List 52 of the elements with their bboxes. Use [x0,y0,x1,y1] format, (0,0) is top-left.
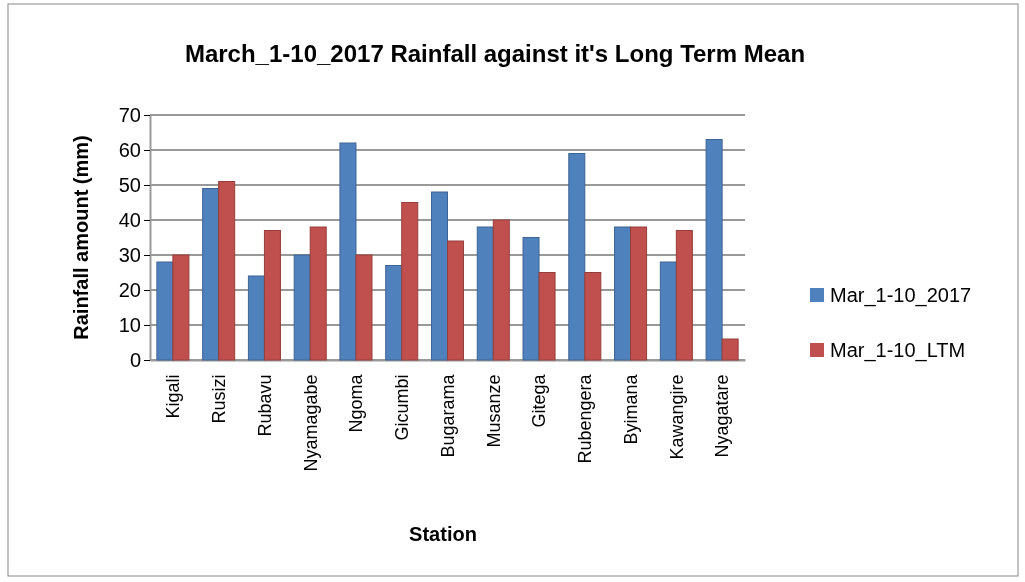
bar [247,275,265,361]
y-tick-label: 0 [129,348,141,371]
bar [202,188,220,361]
bar [721,338,739,361]
bar [172,254,190,361]
x-axis-title: Station [409,523,477,545]
y-tick-label: 40 [118,208,141,231]
bar [309,226,327,361]
bar [339,142,357,361]
bar [492,219,510,361]
x-tick-label: Rusizi [208,374,229,424]
bar [355,254,373,361]
bar [584,272,602,361]
bar [156,261,174,361]
legend-label: Mar_1-10_LTM [830,339,966,362]
bar [659,261,677,361]
x-tick-label: Nyamagabe [300,374,321,472]
bar [447,240,465,361]
bar [401,202,419,361]
chart-title: March_1-10_2017 Rainfall against it's Long Term Mean [184,40,806,67]
y-tick-label: 60 [118,138,141,161]
y-tick-label: 10 [118,313,141,336]
y-tick-label: 70 [118,103,141,126]
bar [568,153,586,361]
y-axis-title: Rainfall amount (mm) [70,135,92,340]
bar [476,226,494,361]
y-tick-label: 20 [118,278,141,301]
bar [614,226,632,361]
x-tick-label: Gicumbi [392,374,413,441]
x-tick-label: Gitega [529,373,550,428]
bar [522,237,540,361]
bar [218,181,236,361]
x-tick-label: Bugarama [437,373,458,458]
x-tick-label: Kigali [163,374,184,419]
x-tick-label: Rubavu [254,374,275,437]
bar [675,230,693,361]
x-tick-label: Kawangire [666,374,687,460]
x-tick-label: Byimana [620,373,641,445]
bar [705,139,723,361]
y-tick-label: 50 [118,173,141,196]
x-tick-label: Nyagatare [712,374,733,458]
legend-label: Mar_1-10_2017 [830,284,972,307]
bar [430,191,448,361]
x-tick-label: Ngoma [346,373,367,433]
bar [538,272,556,361]
y-tick-label: 30 [118,243,141,266]
bar [263,230,281,361]
bar [293,254,311,361]
x-tick-label: Musanze [483,374,504,448]
x-tick-label: Rubengera [575,373,596,464]
bar [385,265,403,361]
bar [630,226,648,361]
